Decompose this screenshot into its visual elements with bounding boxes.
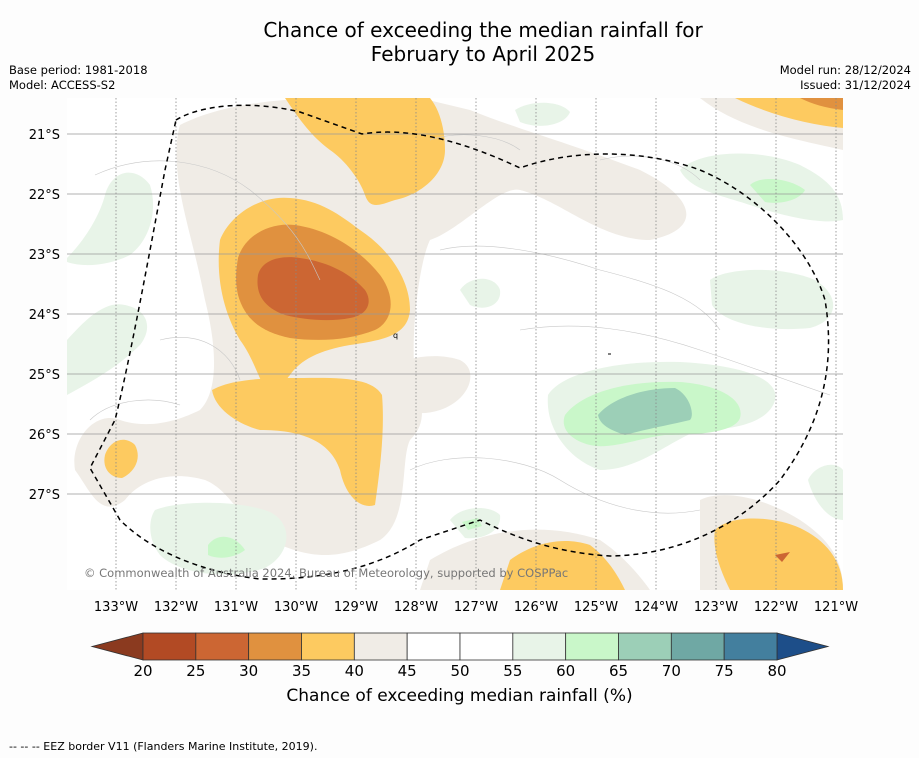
lon-label: 128°W — [394, 600, 438, 615]
colorbar-label: Chance of exceeding median rainfall (%) — [286, 686, 633, 706]
zone-55-60-small1 — [460, 278, 501, 308]
colorbar-segment — [142, 632, 197, 661]
zone-40-45-mid — [370, 356, 471, 414]
colorbar-ticks: 20 25 30 35 40 45 50 55 60 65 70 75 80 — [133, 662, 786, 680]
colorbar-tick-label: 80 — [767, 662, 786, 680]
lat-labels: 21°S 22°S 23°S 24°S 25°S 26°S 27°S — [29, 128, 60, 503]
copyright-text: © Commonwealth of Australia 2024, Bureau… — [84, 566, 568, 580]
colorbar-tick-label: 30 — [239, 662, 258, 680]
colorbar-segment — [353, 632, 408, 661]
lat-label: 26°S — [29, 428, 60, 443]
colorbar-segment — [670, 632, 725, 661]
colorbar-tick-label: 35 — [292, 662, 311, 680]
lat-label: 27°S — [29, 488, 60, 503]
map-panel: q — [67, 98, 843, 590]
colorbar-tick-label: 55 — [503, 662, 522, 680]
colorbar-segment — [459, 632, 514, 661]
graticule-lat — [67, 133, 843, 495]
zone-55-60-west — [67, 172, 154, 266]
lon-labels: 133°W 132°W 131°W 130°W 129°W 128°W 127°… — [94, 600, 858, 615]
colorbar-tick-label: 25 — [186, 662, 205, 680]
lat-label: 23°S — [29, 248, 60, 263]
zone-35-40-south — [500, 540, 625, 590]
colorbar-high-arrow — [776, 632, 830, 661]
colorbar-tick-label: 45 — [398, 662, 417, 680]
zone-25-30 — [257, 257, 369, 321]
base-period: Base period: 1981-2018 — [9, 63, 148, 77]
colorbar-segment — [565, 632, 619, 661]
chart-title: Chance of exceeding the median rainfall … — [0, 18, 919, 66]
eez-border — [89, 104, 830, 580]
zone-35-40-east — [714, 518, 843, 590]
colorbar-tick-label: 70 — [662, 662, 681, 680]
zone-35-40-mid — [212, 377, 383, 506]
colorbar-segment — [406, 632, 461, 661]
lon-label: 124°W — [634, 600, 678, 615]
lon-label: 127°W — [454, 600, 498, 615]
lon-label: 130°W — [274, 600, 318, 615]
lon-label: 132°W — [154, 600, 198, 615]
colorbar-segment — [195, 632, 250, 661]
zone-35-40-west — [104, 439, 138, 478]
zone-60-65-sw — [208, 536, 245, 558]
lat-label: 24°S — [29, 308, 60, 323]
colorbar: 20 25 30 35 40 45 50 55 60 65 70 75 80 — [90, 632, 830, 680]
lat-label: 25°S — [29, 368, 60, 383]
colorbar-low-arrow — [90, 632, 144, 661]
lon-label: 129°W — [334, 600, 378, 615]
zone-25-30-se — [775, 552, 790, 562]
contour-lines — [89, 134, 831, 514]
colorbar-segment — [301, 632, 355, 661]
model-run: Model run: 28/12/2024 — [779, 63, 911, 77]
lon-label: 122°W — [754, 600, 798, 615]
zone-65-70 — [598, 388, 692, 435]
zone-30-35-ne — [800, 98, 843, 110]
lon-label: 125°W — [574, 600, 618, 615]
colorbar-segment — [618, 632, 672, 661]
zone-35-40-ne — [735, 98, 843, 128]
zone-55-60-right2 — [808, 464, 843, 520]
contour-mark: q — [393, 331, 398, 340]
eez-legend-note: -- -- -- EEZ border V11 (Flanders Marine… — [9, 740, 318, 753]
meta-left: Base period: 1981-2018 Model: ACCESS-S2 — [9, 63, 148, 93]
colorbar-segment — [723, 632, 778, 661]
title-line-1: Chance of exceeding the median rainfall … — [263, 18, 703, 42]
lon-label: 123°W — [694, 600, 738, 615]
lon-label: 126°W — [514, 600, 558, 615]
lat-label: 22°S — [29, 188, 60, 203]
colorbar-tick-label: 65 — [609, 662, 628, 680]
graticule — [115, 98, 837, 590]
colorbar-tick-label: 20 — [133, 662, 152, 680]
colorbar-tick-label: 60 — [556, 662, 575, 680]
zone-60-65-ne — [750, 178, 805, 203]
colorbar-tick-label: 75 — [715, 662, 734, 680]
issued-date: Issued: 31/12/2024 — [800, 78, 911, 92]
lon-label: 133°W — [94, 600, 138, 615]
colorbar-tick-label: 40 — [345, 662, 364, 680]
colorbar-tick-label: 50 — [450, 662, 469, 680]
zone-35-40-north — [285, 98, 445, 205]
lat-label: 21°S — [29, 128, 60, 143]
title-line-2: February to April 2025 — [370, 42, 596, 66]
zone-55-60-left — [67, 304, 148, 395]
colorbar-segment — [512, 632, 567, 661]
lon-label: 131°W — [214, 600, 258, 615]
rainfall-field: q — [67, 98, 843, 590]
zone-60-65-small — [462, 518, 482, 530]
colorbar-segment — [248, 632, 302, 661]
colorbar-segments — [142, 632, 778, 661]
model-name: Model: ACCESS-S2 — [9, 78, 116, 92]
lon-label: 121°W — [814, 600, 858, 615]
zone-55-60-top — [515, 102, 570, 126]
meta-right: Model run: 28/12/2024 Issued: 31/12/2024 — [780, 63, 911, 93]
